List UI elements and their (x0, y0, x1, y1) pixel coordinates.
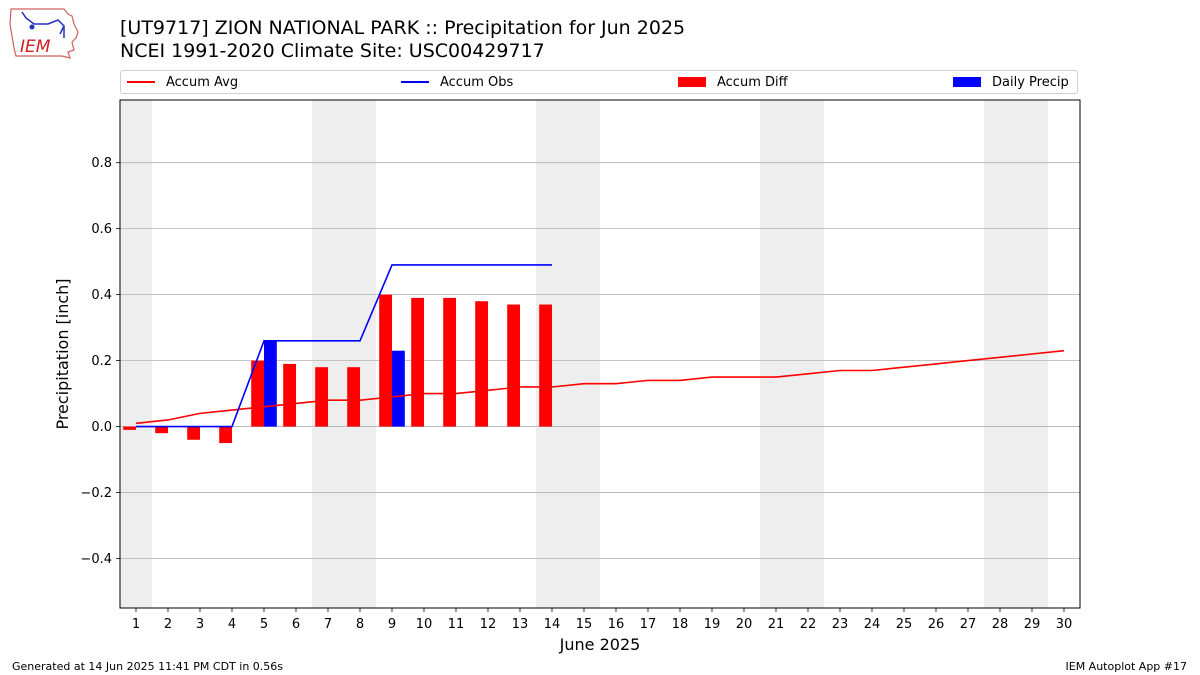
x-tick-label: 24 (864, 617, 881, 632)
logo-text: IEM (20, 37, 51, 57)
accum-diff-bar (187, 426, 200, 440)
legend-item-accum-diff: Accum Diff (678, 71, 788, 93)
legend-label-daily-precip: Daily Precip (992, 74, 1069, 90)
x-tick-label: 21 (768, 617, 785, 632)
legend-swatch-accum-diff (678, 77, 706, 87)
generated-note: Generated at 14 Jun 2025 11:41 PM CDT in… (12, 660, 284, 673)
legend-label-accum-avg: Accum Avg (166, 74, 239, 90)
y-tick-label: 0.0 (91, 420, 112, 435)
y-tick-label: −0.2 (80, 486, 112, 501)
accum-diff-bar (475, 301, 488, 427)
accum-diff-bar (379, 294, 392, 427)
x-tick-label: 18 (672, 617, 689, 632)
x-tick-label: 26 (928, 617, 945, 632)
x-tick-label: 19 (704, 617, 721, 632)
accum-diff-bar (539, 304, 552, 427)
x-tick-label: 30 (1056, 617, 1073, 632)
legend-item-accum-avg: Accum Avg (127, 71, 238, 93)
x-tick-label: 29 (1024, 617, 1041, 632)
x-tick-label: 11 (448, 617, 465, 632)
accum-diff-bar (155, 426, 168, 434)
x-tick-label: 20 (736, 617, 753, 632)
x-tick-label: 27 (960, 617, 977, 632)
legend-label-accum-obs: Accum Obs (440, 74, 514, 90)
x-tick-label: 4 (228, 617, 236, 632)
iem-logo: IEM (9, 8, 79, 59)
legend-label-accum-diff: Accum Diff (717, 74, 788, 90)
accum-diff-bar (123, 426, 136, 430)
y-tick-label: 0.8 (91, 156, 112, 171)
daily-precip-bar (392, 350, 405, 427)
x-tick-label: 14 (544, 617, 561, 632)
x-tick-label: 7 (324, 617, 332, 632)
x-tick-label: 8 (356, 617, 364, 632)
x-tick-label: 2 (164, 617, 172, 632)
x-tick-label: 1 (132, 617, 140, 632)
chart-title: [UT9717] ZION NATIONAL PARK :: Precipita… (120, 17, 686, 39)
y-tick-label: −0.4 (80, 552, 112, 567)
chart-legend: Accum Avg Accum Obs Accum Diff Daily Pre… (120, 70, 1078, 94)
weekend-shade-3 (760, 100, 824, 608)
x-tick-label: 12 (480, 617, 497, 632)
x-tick-label: 3 (196, 617, 204, 632)
x-axis-label: June 2025 (559, 635, 641, 654)
x-tick-label: 10 (416, 617, 433, 632)
x-tick-label: 16 (608, 617, 625, 632)
x-tick-label: 25 (896, 617, 913, 632)
x-tick-label: 28 (992, 617, 1009, 632)
y-tick-label: 0.4 (91, 288, 112, 303)
x-tick-label: 5 (260, 617, 268, 632)
accum-diff-bar (283, 363, 296, 427)
accum-diff-bar (315, 367, 328, 427)
x-tick-label: 6 (292, 617, 300, 632)
x-tick-label: 13 (512, 617, 529, 632)
accum-diff-bar (411, 297, 424, 427)
accum-obs-line (136, 264, 552, 428)
autoplot-app-label: IEM Autoplot App #17 (1065, 660, 1188, 673)
plot-frame (119, 99, 1081, 609)
legend-swatch-daily-precip (953, 77, 981, 87)
x-tick-label: 15 (576, 617, 593, 632)
legend-swatch-accum-avg (127, 81, 155, 83)
legend-item-daily-precip: Daily Precip (953, 71, 1069, 93)
x-tick-label: 17 (640, 617, 657, 632)
accum-diff-bar (347, 367, 360, 427)
accum-diff-bar (219, 426, 232, 444)
chart-subtitle: NCEI 1991-2020 Climate Site: USC00429717 (120, 40, 545, 62)
legend-swatch-accum-obs (401, 81, 429, 83)
x-tick-label: 22 (800, 617, 817, 632)
accum-diff-bar (443, 297, 456, 427)
y-tick-label: 0.2 (91, 354, 112, 369)
x-tick-label: 9 (388, 617, 396, 632)
weekend-shade-0 (120, 100, 152, 608)
y-axis-label: Precipitation [inch] (53, 278, 72, 429)
y-tick-label: 0.6 (91, 222, 112, 237)
accum-diff-bar (507, 304, 520, 427)
x-tick-label: 23 (832, 617, 849, 632)
weekend-shade-1 (312, 100, 376, 608)
daily-precip-bar (264, 340, 277, 427)
accum-avg-line (135, 349, 1065, 425)
accum-diff-bar (251, 360, 264, 427)
legend-item-accum-obs: Accum Obs (401, 71, 513, 93)
